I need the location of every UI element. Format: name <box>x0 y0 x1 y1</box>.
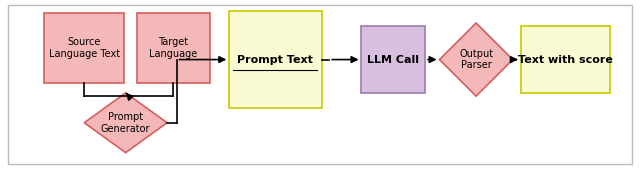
Text: Output
Parser: Output Parser <box>459 49 493 70</box>
FancyBboxPatch shape <box>137 13 210 83</box>
Text: Target
Language: Target Language <box>149 37 198 59</box>
FancyBboxPatch shape <box>8 5 632 164</box>
Text: Prompt Text: Prompt Text <box>237 55 314 65</box>
Text: Source
Language Text: Source Language Text <box>49 37 120 59</box>
FancyBboxPatch shape <box>229 11 321 108</box>
FancyBboxPatch shape <box>521 26 610 93</box>
Polygon shape <box>440 23 513 96</box>
Text: Prompt
Generator: Prompt Generator <box>101 112 150 134</box>
Polygon shape <box>84 93 167 153</box>
Text: LLM Call: LLM Call <box>367 55 419 65</box>
FancyBboxPatch shape <box>362 26 425 93</box>
Text: Text with score: Text with score <box>518 55 612 65</box>
FancyBboxPatch shape <box>44 13 124 83</box>
